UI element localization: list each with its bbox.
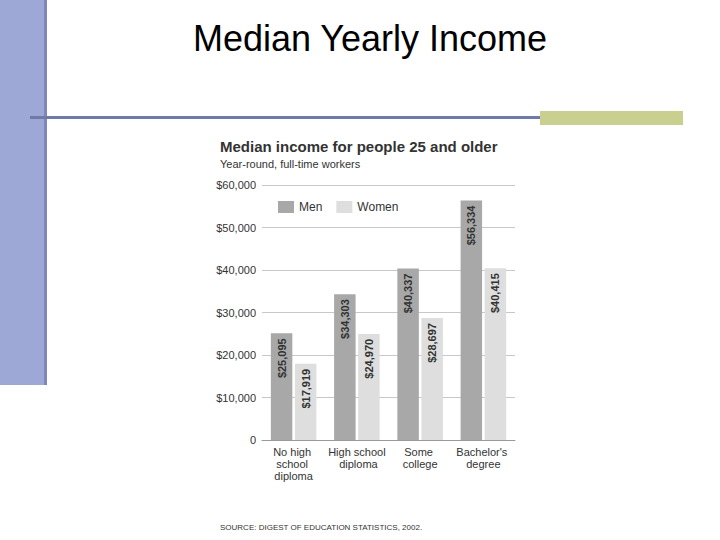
svg-text:$28,697: $28,697 [426, 323, 438, 363]
svg-text:Some: Some [404, 446, 436, 458]
svg-text:Bachelor's: Bachelor's [456, 446, 510, 458]
svg-text:Median income for people 25 an: Median income for people 25 and older [220, 138, 498, 155]
svg-text:college: college [403, 458, 438, 470]
svg-text:diploma: diploma [336, 458, 378, 470]
svg-text:Women: Women [357, 200, 398, 214]
svg-text:$25,095: $25,095 [276, 338, 288, 378]
svg-text:$10,000: $10,000 [216, 392, 256, 404]
svg-text:$17,919: $17,919 [300, 369, 312, 409]
svg-text:$34,303: $34,303 [339, 299, 351, 339]
svg-text:Men: Men [299, 200, 322, 214]
svg-text:$40,000: $40,000 [216, 264, 256, 276]
svg-text:$40,337: $40,337 [402, 274, 414, 314]
svg-text:No high: No high [273, 446, 314, 458]
svg-text:diploma: diploma [274, 470, 313, 482]
svg-text:$50,000: $50,000 [216, 222, 256, 234]
svg-text:$20,000: $20,000 [216, 349, 256, 361]
svg-text:$40,415: $40,415 [489, 273, 501, 313]
svg-text:SOURCE: DIGEST OF EDUCATION ST: SOURCE: DIGEST OF EDUCATION STATISTICS, … [220, 523, 422, 532]
svg-text:Year-round, full-time workers: Year-round, full-time workers [220, 158, 361, 170]
svg-text:0: 0 [250, 434, 256, 446]
svg-text:$30,000: $30,000 [216, 307, 256, 319]
svg-text:$56,334: $56,334 [465, 205, 477, 246]
svg-text:$24,970: $24,970 [363, 339, 375, 379]
html-text:Median Yearly Income: Median Yearly Income [192, 18, 548, 59]
svg-text:High school: High school [328, 446, 385, 458]
svg-text:degree: degree [466, 458, 500, 470]
svg-text:$60,000: $60,000 [216, 179, 256, 191]
svg-text:school: school [276, 458, 311, 470]
